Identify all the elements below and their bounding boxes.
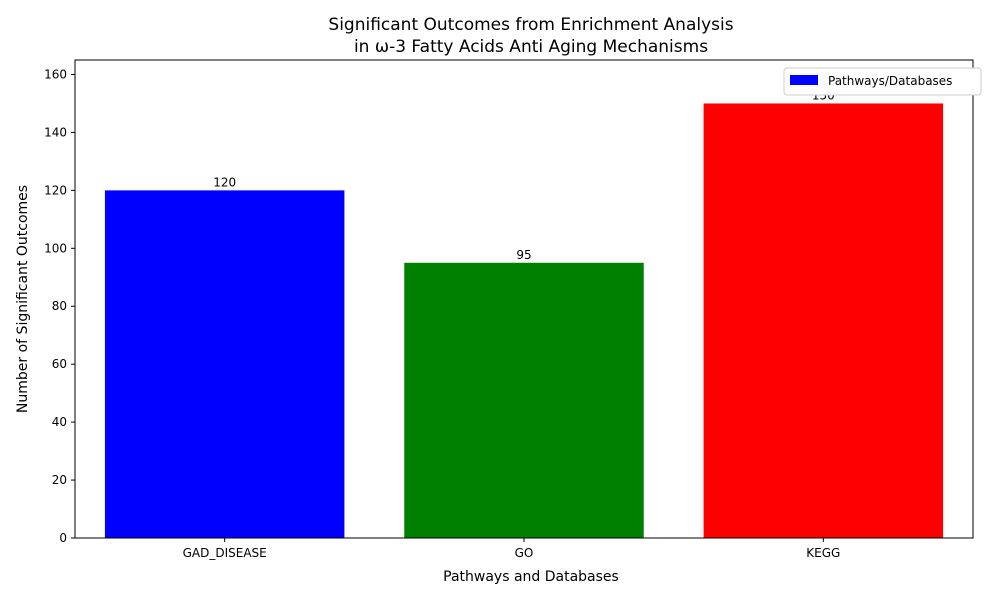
chart-title-line-1: Significant Outcomes from Enrichment Ana…	[328, 15, 733, 35]
y-tick-label: 0	[59, 531, 67, 545]
bar-gad-disease	[104, 190, 345, 538]
legend-box	[783, 67, 982, 96]
x-tick-label: KEGG	[806, 546, 840, 560]
y-tick-label: 40	[52, 415, 67, 429]
y-tick-label: 100	[44, 241, 67, 255]
y-tick-label: 120	[44, 183, 67, 197]
bar-go	[404, 262, 644, 538]
bar-kegg	[703, 103, 944, 539]
y-axis-title: Number of Significant Outcomes	[15, 185, 31, 413]
plot-frame	[74, 59, 974, 539]
chart-title-line-2: in ω-3 Fatty Acids Anti Aging Mechanisms	[354, 37, 708, 57]
y-tick-label: 60	[52, 357, 67, 371]
x-axis-title: Pathways and Databases	[443, 569, 619, 585]
legend-swatch	[790, 75, 818, 85]
y-tick-label: 160	[44, 67, 67, 81]
data-label-go: 95	[516, 248, 531, 262]
y-tick-label: 140	[44, 125, 67, 139]
x-axis: GAD_DISEASE GO KEGG	[183, 538, 840, 560]
y-axis: 0 20 40 60 80 100 120 140 160	[44, 67, 75, 545]
legend-label: Pathways/Databases	[828, 74, 952, 88]
x-tick-label: GAD_DISEASE	[183, 546, 267, 560]
bars-layer	[104, 103, 944, 539]
legend: Pathways/Databases	[783, 67, 982, 96]
y-tick-label: 80	[52, 299, 67, 313]
data-label-gad-disease: 120	[213, 175, 236, 189]
y-tick-label: 20	[52, 473, 67, 487]
x-tick-label: GO	[515, 546, 534, 560]
